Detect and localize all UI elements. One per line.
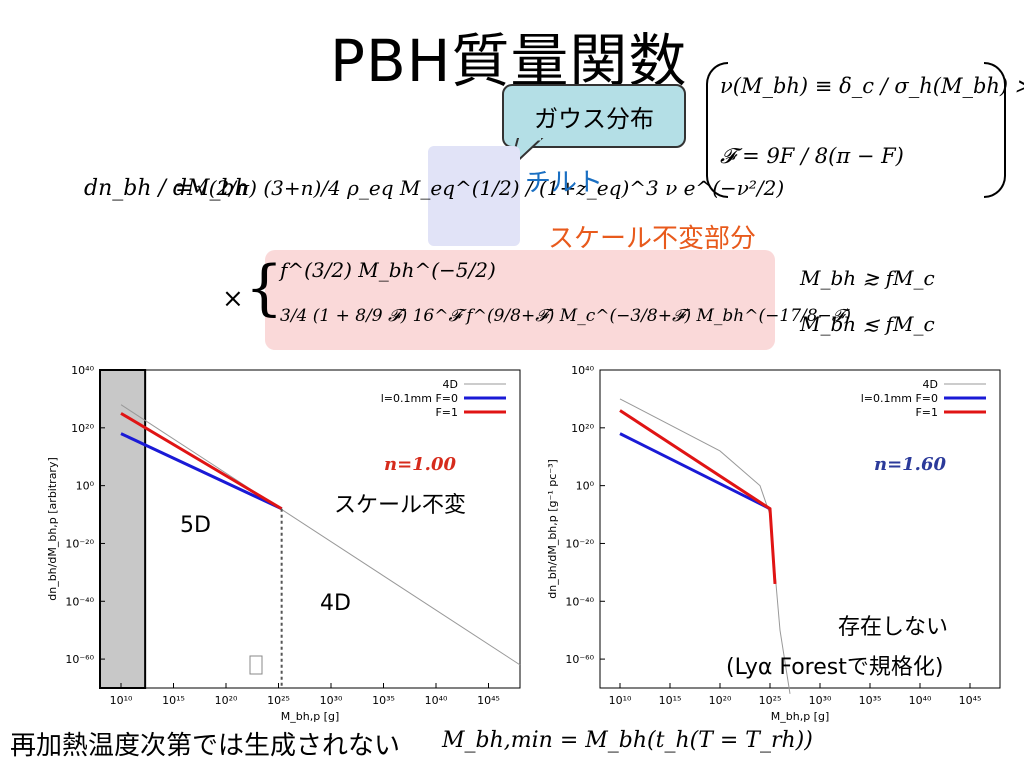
slide-title: PBH質量関数 — [330, 27, 688, 95]
x-tick-label: 10³⁵ — [372, 694, 395, 707]
y-axis-label: dn_bh/dM_bh,p [arbitrary] — [46, 457, 59, 601]
y-tick-label: 10⁴⁰ — [71, 364, 94, 377]
y-tick-label: 10⁰ — [76, 480, 95, 493]
y-tick-label: 10⁻⁶⁰ — [565, 653, 594, 666]
right-chart-svg: 10¹⁰ 10¹⁵ 10²⁰ 10²⁵ 10³⁰ 10³⁵ 10⁴⁰ 10⁴⁵ 10⁴⁰ 10²⁰… — [546, 364, 1001, 723]
y-tick-label: 10⁻⁶⁰ — [65, 653, 94, 666]
caption-label: 存在しない — [838, 615, 948, 640]
x-tick-label: 10¹⁵ — [659, 694, 682, 707]
x-tick-label: 10⁴⁵ — [477, 694, 500, 707]
legend-label: F=1 — [435, 406, 458, 419]
x-tick-label: 10⁴⁰ — [425, 694, 448, 707]
x-tick-label: 10²⁰ — [709, 694, 732, 707]
case-2: 3/4 (1 + 8/9 𝓕) 16^𝓕 f^(9/8+𝓕) M_c^(−3/8… — [280, 306, 851, 326]
right-chart: 10¹⁰ 10¹⁵ 10²⁰ 10²⁵ 10³⁰ 10³⁵ 10⁴⁰ 10⁴⁵ 10⁴⁰ 10²⁰… — [520, 360, 1024, 730]
condition-2: M_bh ≲ fM_c — [800, 312, 935, 336]
caption2-label: (Lyα Forestで規格化) — [726, 655, 943, 680]
F-definition: 𝓕 = 9F / 8(π − F) — [720, 144, 904, 168]
x-tick-label: 10²⁵ — [267, 694, 290, 707]
scale-invariant-label: スケール不変部分 — [548, 224, 757, 254]
series-line — [619, 409, 777, 585]
piecewise-highlight — [265, 250, 775, 350]
bubble-text: ガウス分布 — [534, 104, 654, 133]
y-tick-label: 10⁻²⁰ — [565, 537, 594, 550]
x-tick-label: 10¹⁵ — [162, 694, 185, 707]
series-line — [619, 432, 771, 511]
series-line — [120, 432, 283, 511]
caption-label: スケール不変 — [334, 493, 466, 518]
excluded-region — [99, 369, 147, 689]
legend-label: l=0.1mm F=0 — [861, 392, 938, 405]
y-tick-label: 10⁰ — [576, 480, 595, 493]
condition-1: M_bh ≳ fM_c — [800, 266, 935, 290]
legend-label: F=1 — [915, 406, 938, 419]
y-tick-label: 10²⁰ — [571, 422, 594, 435]
x-tick-label: 10⁴⁰ — [909, 694, 932, 707]
x-tick-label: 10¹⁰ — [110, 694, 133, 707]
x-tick-label: 10³⁵ — [859, 694, 882, 707]
y-tick-label: 10⁻²⁰ — [65, 537, 94, 550]
plot-frame — [99, 369, 521, 689]
legend-label: 4D — [443, 378, 458, 391]
x-tick-label: 10³⁰ — [809, 694, 832, 707]
bottom-equation: M_bh,min = M_bh(t_h(T = T_rh)) — [442, 728, 813, 753]
legend-label: 4D — [923, 378, 938, 391]
y-tick-label: 10²⁰ — [71, 422, 94, 435]
series-line — [120, 412, 283, 511]
x-axis-label: M_bh,p [g] — [771, 710, 830, 723]
x-tick-label: 10²⁵ — [759, 694, 782, 707]
nu-definition: ν(M_bh) ≡ δ_c / σ_h(M_bh) ≫ 1 — [720, 74, 1024, 98]
series-line — [619, 398, 791, 694]
y-tick-label: 10⁻⁴⁰ — [565, 595, 594, 608]
x-tick-label: 10⁴⁵ — [959, 694, 982, 707]
equation-rhs: √(2/π) (3+n)/4 ρ_eq M_eq^(1/2) / (1+z_eq… — [196, 176, 785, 200]
bottom-caption: 再加熱温度次第では生成されない — [10, 731, 401, 761]
plot-frame — [599, 369, 1001, 689]
tilt-highlight — [428, 146, 520, 246]
placeholder-box — [249, 655, 263, 675]
region-4d-label: 4D — [320, 591, 351, 616]
x-tick-label: 10¹⁰ — [609, 694, 632, 707]
left-chart-svg: 10¹⁰ 10¹⁵ 10²⁰ 10²⁵ 10³⁰ 10³⁵ 10⁴⁰ 10⁴⁵ 10⁴⁰ 10²⁰… — [46, 364, 521, 723]
y-axis-label: dn_bh/dM_bh,p [g⁻¹ pc⁻³] — [546, 459, 559, 599]
y-tick-label: 10⁻⁴⁰ — [65, 595, 94, 608]
x-tick-label: 10²⁰ — [215, 694, 238, 707]
left-chart: 10¹⁰ 10¹⁵ 10²⁰ 10²⁵ 10³⁰ 10³⁵ 10⁴⁰ 10⁴⁵ 10⁴⁰ 10²⁰… — [0, 360, 540, 730]
y-tick-label: 10⁴⁰ — [571, 364, 594, 377]
tilt-label: チルト — [525, 168, 604, 198]
equation-lhs: dn_bh / dM_bh — [84, 176, 249, 201]
n-annotation: n=1.60 — [874, 454, 946, 475]
case-1: f^(3/2) M_bh^(−5/2) — [280, 258, 496, 282]
region-5d-label: 5D — [180, 513, 211, 538]
x-tick-label: 10³⁰ — [320, 694, 343, 707]
legend-label: l=0.1mm F=0 — [381, 392, 458, 405]
x-axis-label: M_bh,p [g] — [281, 710, 340, 723]
series-line — [120, 404, 521, 666]
n-annotation: n=1.00 — [384, 454, 456, 475]
